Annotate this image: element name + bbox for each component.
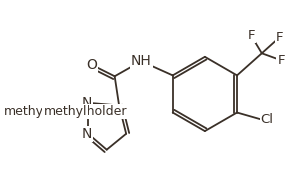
Text: N: N [81,127,92,141]
Text: F: F [247,29,255,42]
Text: methyl_placeholder: methyl_placeholder [3,105,127,118]
Text: O: O [86,58,97,72]
Text: F: F [278,54,285,67]
Text: F: F [276,31,283,44]
Text: Cl: Cl [261,113,274,126]
Text: NH: NH [131,54,151,68]
Text: methyl: methyl [43,105,87,118]
Text: N: N [81,96,92,110]
